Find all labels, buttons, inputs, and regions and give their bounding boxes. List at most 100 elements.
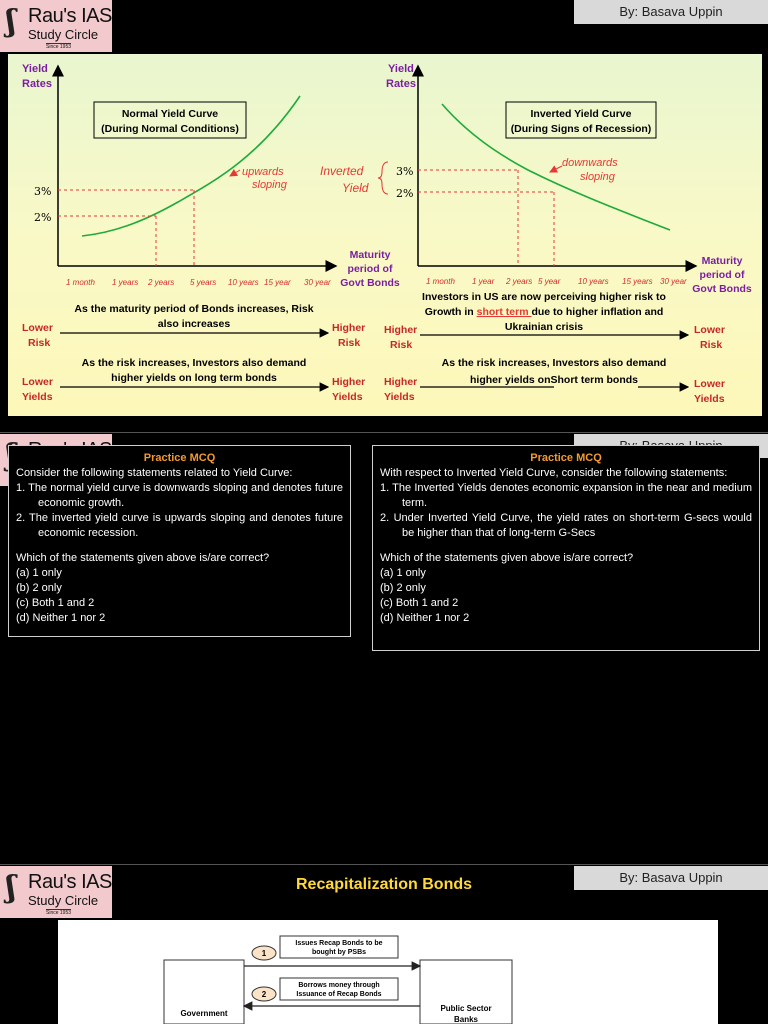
right-annot-arrow [549, 165, 563, 173]
mcq-statement: 2. The inverted yield curve is upwards s… [16, 512, 343, 539]
right-xtick: 2 years [505, 277, 532, 286]
step2-box [279, 977, 399, 1001]
government-box [163, 959, 245, 1024]
mcq-option-c[interactable]: (c) Both 1 and 2 [380, 597, 459, 609]
mcq-option-a[interactable]: (a) 1 only [380, 567, 426, 579]
left-title-1: Normal Yield Curve [122, 108, 218, 120]
author-badge: By: Basava Uppin [574, 866, 768, 890]
right-higher-yields-2: Yields [384, 391, 415, 403]
left-higher-yields-1: Higher [332, 376, 365, 388]
right-side-brace [377, 161, 389, 195]
logo-subtitle: Study Circle [28, 893, 99, 908]
left-title-box [93, 101, 247, 139]
step2-text-1: Borrows money through [298, 982, 379, 989]
step1-badge [251, 945, 277, 961]
mcq-options: (a) 1 only (b) 2 only (c) Both 1 and 2 (… [16, 566, 343, 626]
left-title-2: (During Normal Conditions) [101, 123, 239, 135]
yield-curve-panel: Yield Rates Normal Yield Curve (During N… [8, 54, 762, 416]
mcq-question: Which of the statements given above is/a… [16, 552, 270, 564]
mcq-statement: 1. The normal yield curve is downwards s… [16, 482, 343, 509]
left-ylabel-1: Yield [22, 63, 48, 75]
right-side-1: Inverted [320, 164, 364, 178]
right-text-1b: Growth in short term due to higher infla… [425, 306, 664, 318]
right-side-2: Yield [342, 181, 369, 195]
yield-curve-diagram: Yield Rates Normal Yield Curve (During N… [22, 63, 752, 405]
left-lower-yields-2: Yields [22, 391, 53, 403]
left-annot-arrow [229, 168, 241, 177]
mcq-options: (a) 1 only (b) 2 only (c) Both 1 and 2 (… [380, 566, 752, 626]
normal-yield-curve [81, 95, 301, 237]
right-title-2: (During Signs of Recession) [511, 123, 652, 135]
mcq-option-b[interactable]: (b) 2 only [380, 582, 426, 594]
mcq-option-a[interactable]: (a) 1 only [16, 567, 62, 579]
right-xtick: 1 month [426, 277, 455, 286]
left-xlabel-1: Maturity [350, 249, 391, 261]
government-label: Government [180, 1009, 227, 1018]
right-title-1: Inverted Yield Curve [531, 108, 632, 120]
right-xtick: 15 years [622, 277, 653, 286]
right-lower-risk-1: Lower [694, 324, 725, 336]
right-tick-2: 2% [396, 187, 413, 200]
recap-diagram: Government Public Sector Banks Issues Re… [163, 935, 513, 1024]
psb-label-1: Public Sector [440, 1004, 491, 1013]
logo-subtitle: Study Circle [28, 27, 99, 42]
right-lower-yields-1: Lower [694, 378, 725, 390]
logo: ʃ Rau's IAS Study Circle Since 1953 [0, 0, 112, 52]
mcq-statements: 1. The Inverted Yields denotes economic … [380, 481, 752, 541]
right-xtick: 5 year [538, 277, 561, 286]
left-lower-risk-2: Risk [28, 337, 50, 349]
right-xtick: 30 year [660, 277, 687, 286]
step1-text-2: bought by PSBs [312, 949, 366, 956]
left-xtick: 1 years [112, 278, 138, 287]
left-tick-2: 2% [34, 211, 51, 224]
right-text-2b: higher yields onShort term bonds [470, 374, 638, 386]
mcq-option-d[interactable]: (d) Neither 1 nor 2 [16, 612, 106, 624]
mcq-option-d[interactable]: (d) Neither 1 nor 2 [380, 612, 470, 624]
left-higher-risk-2: Risk [338, 337, 360, 349]
left-text-2a: As the risk increases, Investors also de… [82, 357, 307, 369]
right-text-1b-pre: Growth in [425, 306, 477, 318]
right-lower-risk-2: Risk [700, 339, 722, 351]
mcq-title: Practice MCQ [143, 452, 216, 464]
right-title-box [505, 101, 657, 139]
right-higher-risk-2: Risk [390, 339, 412, 351]
left-tick-3: 3% [34, 185, 51, 198]
left-xlabel-2: period of [348, 263, 393, 275]
right-text-1b-link: short term [477, 306, 532, 318]
left-lower-risk-1: Lower [22, 322, 53, 334]
left-xtick: 15 year [264, 278, 291, 287]
left-annot-1: upwards [242, 166, 284, 178]
right-ylabel-1: Yield [388, 63, 414, 75]
left-xtick: 1 month [66, 278, 95, 287]
left-xtick: 10 years [228, 278, 259, 287]
left-xtick: 30 year [304, 278, 331, 287]
step1-text-1: Issues Recap Bonds to be [295, 940, 382, 947]
left-text-1b: also increases [158, 318, 231, 330]
right-annot-1: downwards [562, 157, 618, 169]
section-divider [0, 432, 768, 433]
logo-since: Since 1953 [46, 909, 72, 916]
logo-mark: ʃ [6, 870, 16, 905]
mcq-option-c[interactable]: (c) Both 1 and 2 [16, 597, 95, 609]
left-lower-yields-1: Lower [22, 376, 53, 388]
right-xtick: 10 years [578, 277, 609, 286]
mcq-statements: 1. The normal yield curve is downwards s… [16, 481, 343, 541]
logo-since: Since 1953 [46, 43, 72, 50]
right-higher-risk-1: Higher [384, 324, 417, 336]
right-xtick: 1 year [472, 277, 495, 286]
left-higher-risk-1: Higher [332, 322, 365, 334]
logo-name: Rau's IAS [28, 871, 112, 893]
left-xlabel-3: Govt Bonds [340, 277, 400, 289]
right-annot-2: sloping [580, 171, 616, 183]
right-higher-yields-1: Higher [384, 376, 417, 388]
right-text-1b-post: due to higher inflation and [531, 306, 663, 318]
mcq-intro: With respect to Inverted Yield Curve, co… [380, 467, 728, 479]
right-tick-3: 3% [396, 165, 413, 178]
section-divider [0, 864, 768, 865]
right-text-1c: Ukrainian crisis [505, 321, 583, 333]
mcq-option-b[interactable]: (b) 2 only [16, 582, 62, 594]
mcq-statement: 2. Under Inverted Yield Curve, the yield… [380, 512, 752, 539]
left-higher-yields-2: Yields [332, 391, 363, 403]
mcq-intro: Consider the following statements relate… [16, 467, 293, 479]
mcq-card-right: Practice MCQ With respect to Inverted Yi… [372, 445, 760, 651]
